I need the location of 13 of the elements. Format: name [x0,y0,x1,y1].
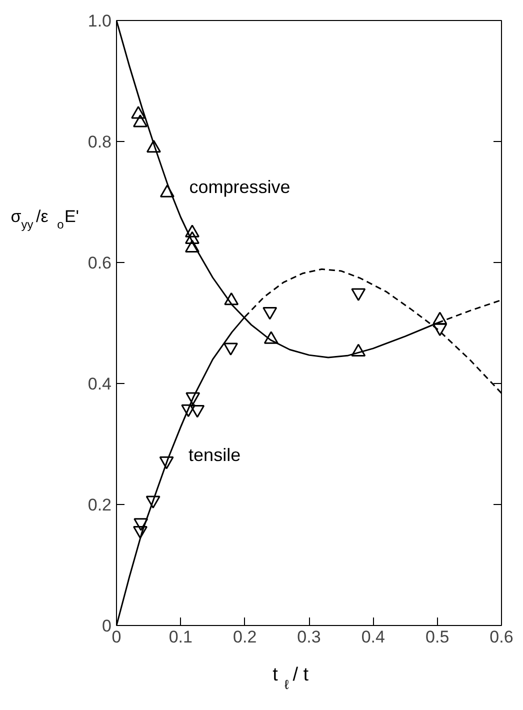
x-tick-label: 0.2 [233,628,257,646]
x-tick-label: 0.4 [361,628,385,646]
y-tick-label: 0.6 [88,254,112,272]
y-tick-label: 0.2 [88,496,112,514]
x-tick-label: 0.5 [426,628,450,646]
x-tick-label: 0.6 [490,628,514,646]
y-tick-label: 0.4 [88,374,112,394]
series-label: tensile [188,444,241,465]
x-tick-label: 0.1 [168,628,192,646]
series-label: compressive [189,176,290,197]
x-tick-label: 0.3 [297,628,321,646]
y-tick-label: 1.0 [88,12,112,30]
y-tick-label: 0.8 [88,132,112,152]
